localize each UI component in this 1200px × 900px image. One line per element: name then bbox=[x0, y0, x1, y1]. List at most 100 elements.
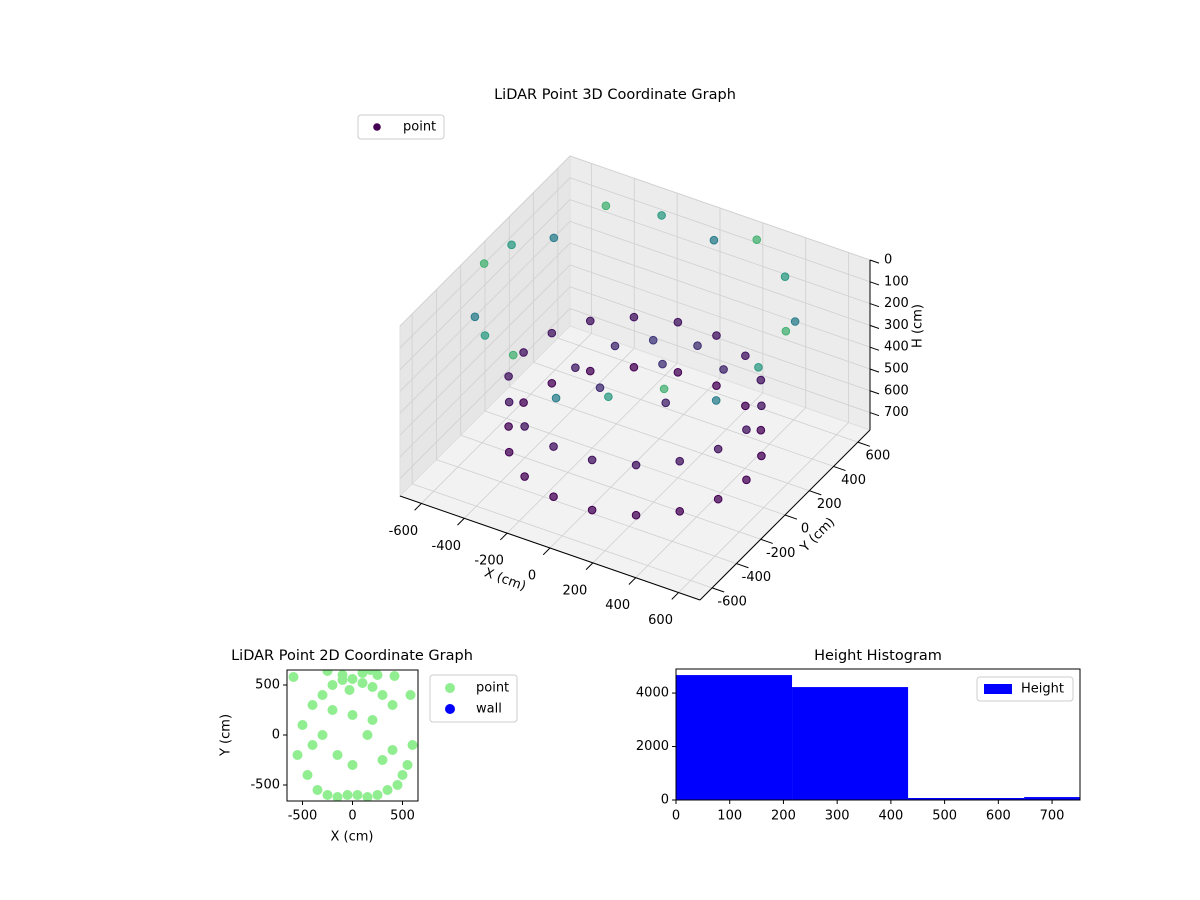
bar bbox=[792, 687, 909, 800]
x-tick-label: 200 bbox=[562, 583, 587, 598]
point bbox=[551, 393, 561, 403]
point bbox=[790, 317, 800, 326]
scatter-panel: LiDAR Point 2D Coordinate Graph X (cm) Y… bbox=[219, 648, 518, 845]
point bbox=[307, 700, 318, 710]
tick-mark bbox=[869, 346, 880, 351]
z-tick-label: 200 bbox=[884, 296, 909, 311]
point bbox=[397, 770, 408, 780]
z-tick-label: 300 bbox=[884, 318, 909, 333]
point bbox=[742, 425, 751, 435]
point bbox=[317, 730, 328, 740]
x-tick-label: -200 bbox=[474, 554, 504, 569]
legend-marker bbox=[984, 684, 1012, 694]
y-tick-label: 0 bbox=[801, 522, 809, 537]
point bbox=[327, 680, 338, 690]
point bbox=[571, 363, 580, 372]
point bbox=[347, 760, 358, 770]
point bbox=[347, 674, 358, 684]
point bbox=[480, 331, 490, 340]
bar bbox=[1024, 797, 1080, 800]
grid-line bbox=[436, 459, 737, 564]
point bbox=[549, 492, 558, 501]
x-tick-label: -500 bbox=[288, 809, 318, 824]
point bbox=[712, 381, 721, 391]
legend-marker bbox=[445, 704, 455, 714]
point bbox=[587, 505, 597, 515]
point bbox=[520, 472, 529, 481]
point bbox=[507, 240, 516, 250]
point bbox=[709, 235, 719, 245]
point bbox=[367, 682, 378, 692]
point bbox=[389, 671, 400, 681]
grid-line bbox=[399, 308, 571, 479]
legend-box bbox=[976, 676, 1074, 702]
point bbox=[585, 366, 595, 376]
point bbox=[711, 396, 721, 405]
legend-marker bbox=[373, 123, 381, 131]
grid-line bbox=[557, 337, 858, 443]
point bbox=[382, 785, 393, 795]
x-tick-label: 300 bbox=[825, 809, 850, 824]
point bbox=[479, 259, 489, 268]
point bbox=[780, 272, 790, 281]
point bbox=[307, 740, 318, 750]
point bbox=[504, 397, 514, 407]
point bbox=[312, 785, 323, 795]
grid-line bbox=[399, 221, 571, 392]
point bbox=[470, 312, 480, 322]
point bbox=[673, 317, 683, 327]
point bbox=[549, 442, 558, 451]
grid-line bbox=[569, 155, 871, 261]
point bbox=[504, 422, 513, 431]
point bbox=[754, 363, 763, 372]
x-tick-label: 600 bbox=[648, 613, 673, 628]
point bbox=[756, 425, 766, 435]
point bbox=[362, 730, 373, 740]
tick-mark bbox=[869, 390, 880, 395]
x-tick-label: 0 bbox=[672, 809, 680, 824]
z-tick-label: 100 bbox=[884, 274, 909, 289]
chart-title: LiDAR Point 2D Coordinate Graph bbox=[231, 648, 473, 664]
point bbox=[657, 211, 666, 220]
point bbox=[365, 670, 376, 675]
point bbox=[387, 700, 398, 710]
z-tick-label: 600 bbox=[884, 383, 909, 398]
point bbox=[601, 201, 611, 211]
point bbox=[405, 690, 416, 700]
grid-line bbox=[569, 221, 871, 326]
x-tick-label: 700 bbox=[1040, 809, 1065, 824]
y-tick-label: 200 bbox=[817, 497, 842, 512]
point bbox=[756, 375, 766, 385]
tick-mark bbox=[414, 503, 422, 511]
grid-line bbox=[509, 386, 810, 492]
grid-line bbox=[399, 264, 571, 436]
point bbox=[520, 422, 529, 431]
point bbox=[372, 670, 383, 680]
point bbox=[292, 750, 303, 760]
point bbox=[344, 685, 355, 695]
axis-line bbox=[699, 429, 871, 601]
point bbox=[519, 348, 528, 357]
z-axis-label: H (cm) bbox=[911, 304, 926, 348]
point bbox=[659, 384, 669, 394]
x-tick-label: 500 bbox=[390, 809, 415, 824]
point bbox=[757, 401, 766, 411]
point bbox=[357, 670, 368, 678]
point bbox=[377, 690, 388, 700]
point bbox=[322, 790, 333, 800]
point bbox=[587, 455, 597, 465]
tick-mark bbox=[736, 563, 749, 569]
tick-mark bbox=[499, 532, 508, 541]
grid-line bbox=[399, 199, 571, 370]
point bbox=[504, 372, 513, 381]
z-tick-label: 700 bbox=[884, 405, 909, 420]
point bbox=[322, 670, 333, 676]
legend-marker bbox=[445, 683, 455, 693]
point bbox=[327, 705, 338, 715]
x-axis-label: X (cm) bbox=[482, 566, 528, 595]
x-tick-label: -600 bbox=[389, 524, 419, 539]
point bbox=[362, 792, 373, 801]
grid-line bbox=[399, 155, 571, 327]
grid-line bbox=[399, 242, 571, 414]
point bbox=[347, 710, 358, 720]
